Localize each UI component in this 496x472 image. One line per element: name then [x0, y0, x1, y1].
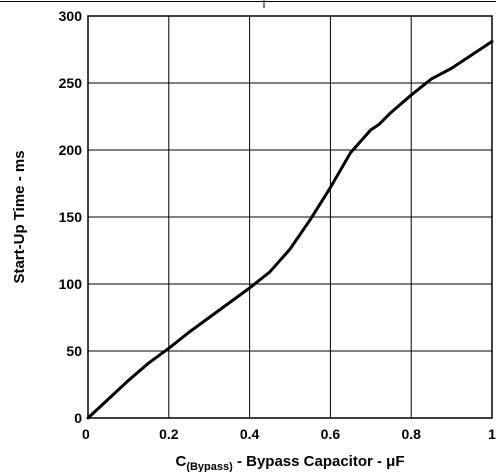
x-tick-label: 0.2: [159, 426, 179, 442]
y-tick-label: 250: [59, 75, 83, 91]
grid-lines: [88, 16, 492, 418]
y-tick-label: 300: [59, 8, 83, 24]
y-tick-label: 200: [59, 142, 83, 158]
y-axis-title: Start-Up Time - ms: [11, 150, 28, 283]
plot-area-frame: [87, 15, 493, 419]
x-tick-label: 0.4: [240, 426, 260, 442]
y-tick-label: 150: [59, 209, 83, 225]
x-axis-title-prefix: C: [175, 453, 186, 470]
x-axis-title: C(Bypass) - Bypass Capacitor - μF: [175, 453, 404, 472]
x-tick-labels: 0 0.2 0.4 0.6 0.8 1: [82, 426, 496, 442]
x-axis-title-subscript: (Bypass): [186, 461, 233, 472]
y-tick-label: 50: [66, 343, 82, 359]
series-group: [86, 39, 494, 420]
y-tick-label: 100: [59, 276, 83, 292]
x-tick-label: 0.6: [321, 426, 341, 442]
x-tick-label: 0: [82, 426, 90, 442]
x-tick-label: 0.8: [401, 426, 421, 442]
y-tick-labels: 0 50 100 150 200 250 300: [59, 8, 83, 426]
x-tick-label: 1: [488, 426, 496, 442]
y-tick-label: 0: [74, 410, 82, 426]
x-axis-title-rest: - Bypass Capacitor - μF: [233, 453, 405, 470]
series-line-0: [86, 39, 494, 420]
